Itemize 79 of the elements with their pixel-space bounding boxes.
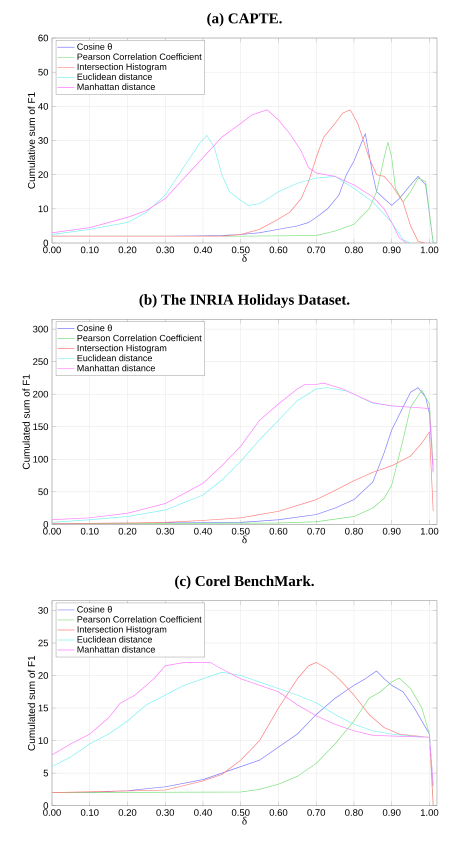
chart-title: (a) CAPTE. [207,12,282,26]
y-tick-label: 0 [44,240,48,246]
y-tick-label: 250 [33,358,48,366]
legend-label: Euclidean distance [78,636,152,643]
x-tick-label: 0.80 [345,528,363,535]
legend-label: Intersection Histogram [78,63,166,72]
y-tick-label: 30 [38,137,48,144]
legend-label: Euclidean distance [78,73,152,80]
x-tick-label: 0.50 [232,528,250,535]
y-tick-label: 40 [38,102,48,110]
x-tick-label: 0.60 [270,809,288,816]
y-tick-label: 20 [38,171,48,178]
x-tick-label: 0.00 [43,246,61,254]
x-tick-label: 0.10 [80,528,99,535]
x-tick-label: 0.20 [118,246,136,254]
line-series [52,432,434,524]
x-tick-label: 0.40 [194,528,212,535]
legend-label: Euclidean distance [78,354,152,362]
y-tick-label: 10 [38,205,48,212]
x-tick-label: 0.40 [194,246,212,254]
y-tick-label: 60 [38,34,48,42]
x-tick-label: 0.00 [43,809,61,816]
legend-label: Cosine θ [77,606,112,613]
legend-label: Intersection Histogram [78,626,166,634]
y-tick-label: 150 [33,423,48,430]
legend-label: Cosine θ [77,324,112,332]
y-tick-label: 10 [38,737,48,744]
y-tick-label: 5 [44,770,48,776]
x-tick-label: 0.90 [382,246,401,254]
x-tick-label: 0.70 [307,809,326,816]
x-tick-label: 1.00 [420,246,438,254]
x-tick-label: 0.40 [194,809,212,816]
y-axis-title: Cumulated sum of F1 [22,374,30,470]
x-tick-label: 0.00 [43,528,61,535]
x-tick-label: 0.50 [232,809,250,816]
x-tick-label: 0.30 [156,246,174,254]
legend-label: Pearson Correlation Coefficient [78,616,202,623]
legend-label: Cosine θ [77,43,112,50]
y-tick-label: 50 [38,68,48,76]
y-tick-label: 50 [38,488,48,496]
x-tick-label: 0.60 [270,528,288,535]
x-tick-label: 0.10 [80,246,99,254]
x-tick-label: 0.70 [307,246,326,254]
x-tick-label: 0.50 [232,246,250,254]
y-axis-title: Cumulated sum of F1 [28,656,36,750]
x-tick-label: 0.20 [118,528,136,535]
y-tick-label: 0 [44,520,48,528]
x-tick-label: 0.80 [345,246,363,254]
x-tick-label: 0.80 [345,809,363,816]
y-tick-label: 200 [33,390,48,398]
y-axis-title: Cumulative sum of F1 [28,92,36,189]
x-tick-label: 0.20 [118,809,136,816]
y-tick-label: 100 [33,456,48,463]
chart-title: (b) The INRIA Holidays Dataset. [140,294,350,308]
x-tick-label: 1.00 [420,528,438,535]
y-tick-label: 300 [32,326,48,332]
x-axis-title: δ [242,254,247,262]
y-tick-label: 15 [38,704,48,712]
x-tick-label: 0.30 [156,809,174,816]
x-tick-label: 0.30 [156,528,174,535]
x-tick-label: 0.60 [270,246,288,254]
chart-title: (c) Corel BenchMark. [175,576,314,590]
x-tick-label: 0.90 [382,528,401,535]
y-tick-label: 25 [38,640,48,646]
legend-label: Pearson Correlation Coefficient [78,53,202,60]
x-axis-title: δ [242,816,247,825]
x-tick-label: 0.90 [382,809,401,816]
y-tick-label: 20 [38,672,48,679]
legend-label: Manhattan distance [78,646,155,653]
legend-label: Intersection Histogram [78,344,166,354]
y-tick-label: 30 [38,607,48,614]
x-axis-title: δ [242,535,247,544]
x-tick-label: 0.70 [307,528,326,535]
y-tick-label: 0 [44,802,48,810]
x-tick-label: 0.10 [80,809,99,816]
legend-label: Pearson Correlation Coefficient [78,334,202,342]
x-tick-label: 1.00 [420,809,438,816]
legend-label: Manhattan distance [78,83,155,90]
legend-label: Manhattan distance [78,364,155,372]
